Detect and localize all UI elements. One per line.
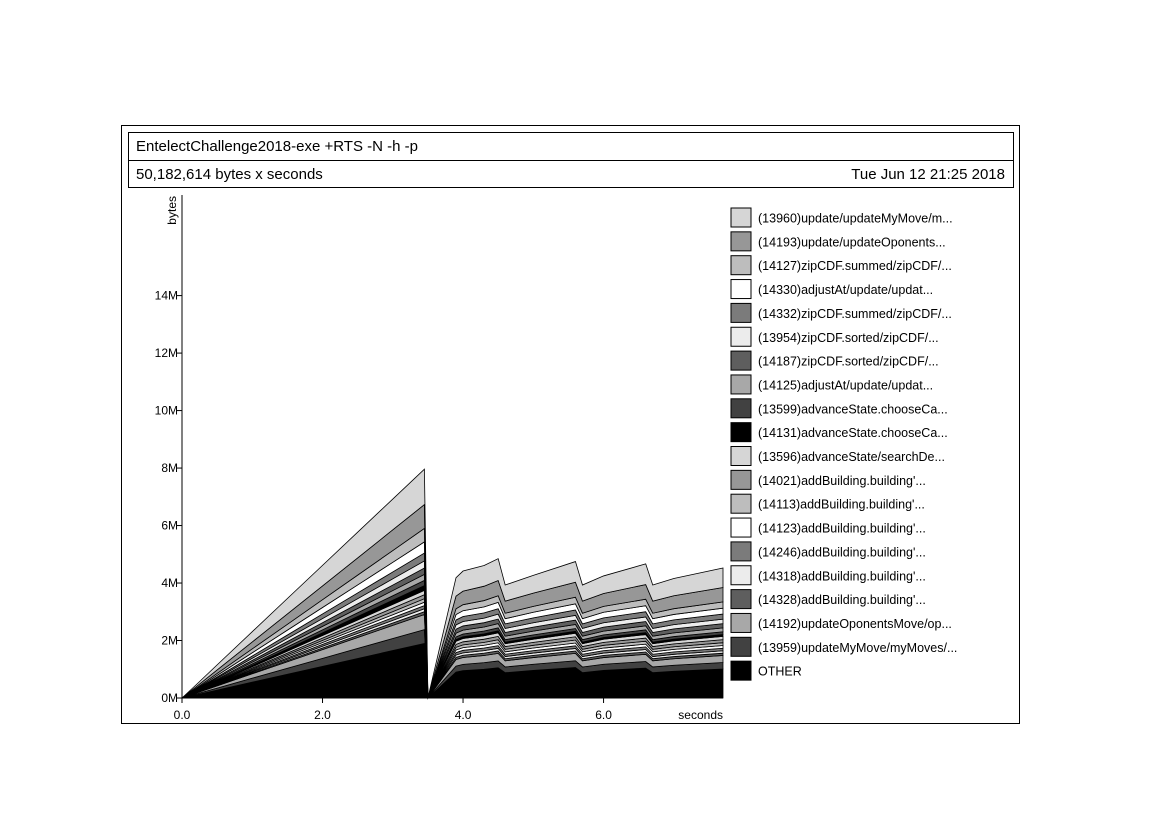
legend-swatch [730, 517, 752, 538]
axes: 0M 2M 4M 6M 8M 10M 12M 14M bytes 0.0 2.0 4.0 6.0 seco… [155, 195, 723, 722]
y-axis-label: bytes [165, 196, 179, 225]
legend-label: (14187)zipCDF.sorted/zipCDF/... [758, 355, 939, 369]
y-tick-label: 6M [161, 519, 178, 533]
chart-title: EntelectChallenge2018-exe +RTS -N -h -p [136, 138, 418, 155]
legend-label: (14125)adjustAt/update/updat... [758, 378, 933, 392]
legend-label: (13596)advanceState/searchDe... [758, 450, 945, 464]
legend-swatch [730, 326, 752, 347]
y-tick-label: 14M [155, 289, 178, 303]
legend-swatch [730, 589, 752, 610]
legend-swatch [730, 469, 752, 490]
legend-swatch [730, 612, 752, 633]
y-tick-label: 0M [161, 691, 178, 705]
legend-label: (13599)advanceState.chooseCa... [758, 402, 948, 416]
legend-label: (14246)addBuilding.building'... [758, 545, 926, 559]
legend: (13960)update/updateMyMove/m... (14193)up… [730, 207, 957, 681]
legend-label: (14127)zipCDF.summed/zipCDF/... [758, 259, 952, 273]
legend-swatch [730, 350, 752, 371]
x-tick-label: 2.0 [314, 708, 331, 722]
legend-swatch [730, 565, 752, 586]
legend-swatch [730, 279, 752, 300]
x-axis-label: seconds [678, 708, 723, 722]
legend-label: (14328)addBuilding.building'... [758, 593, 926, 607]
y-tick-label: 8M [161, 461, 178, 475]
legend-label: (13954)zipCDF.sorted/zipCDF/... [758, 331, 939, 345]
legend-label: (13959)updateMyMove/myMoves/... [758, 641, 957, 655]
legend-swatch [730, 493, 752, 514]
legend-swatch [730, 231, 752, 252]
chart-header: EntelectChallenge2018-exe +RTS -N -h -p … [128, 132, 1014, 188]
header-title-row: EntelectChallenge2018-exe +RTS -N -h -p [129, 133, 1013, 161]
legend-label: (14330)adjustAt/update/updat... [758, 283, 933, 297]
legend-label: (14318)addBuilding.building'... [758, 569, 926, 583]
legend-swatch [730, 374, 752, 395]
legend-swatch [730, 207, 752, 228]
legend-swatch [730, 398, 752, 419]
legend-swatch [730, 446, 752, 466]
area-series-0 [181, 468, 724, 699]
x-tick-label: 4.0 [455, 708, 472, 722]
legend-swatch [730, 636, 752, 657]
chart-subtitle: 50,182,614 bytes x seconds [136, 166, 323, 183]
x-tick-label: 6.0 [595, 708, 612, 722]
legend-label: (14192)updateOponentsMove/op... [758, 617, 952, 631]
legend-swatch [730, 255, 752, 276]
x-tick-label: 0.0 [174, 708, 191, 722]
y-tick-label: 2M [161, 634, 178, 648]
chart-frame [121, 125, 1020, 724]
y-tick-label: 10M [155, 404, 178, 418]
legend-label: (14113)addBuilding.building'... [758, 498, 925, 512]
legend-label: OTHER [758, 665, 802, 679]
legend-label: (13960)update/updateMyMove/m... [758, 212, 953, 226]
legend-label: (14131)advanceState.chooseCa... [758, 426, 948, 440]
chart-date: Tue Jun 12 21:25 2018 [851, 166, 1005, 183]
legend-swatch [730, 422, 752, 443]
legend-swatch [730, 541, 752, 562]
y-tick-label: 12M [155, 346, 178, 360]
legend-label: (14123)addBuilding.building'... [758, 522, 926, 536]
legend-label: (14332)zipCDF.summed/zipCDF/... [758, 307, 952, 321]
legend-label: (14021)addBuilding.building'... [758, 474, 926, 488]
legend-swatch [730, 302, 752, 323]
legend-label: (14193)update/updateOponents... [758, 235, 946, 249]
y-tick-label: 4M [161, 576, 178, 590]
legend-swatch [730, 660, 752, 681]
stacked-areas [181, 468, 724, 700]
